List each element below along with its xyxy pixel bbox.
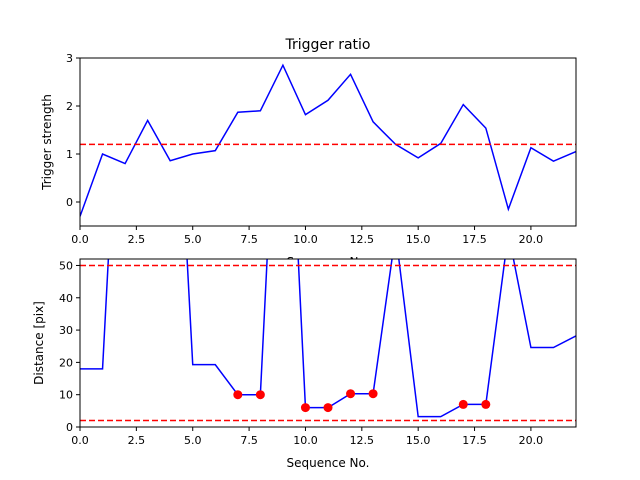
y-tick-label: 0 xyxy=(66,196,73,209)
x-tick-label: 5.0 xyxy=(184,233,202,246)
distance-chart: 0.0 2.5 5.0 7.5 10.0 12.5 15.0 17.5 20.0 0 10 20 30 4… xyxy=(32,258,577,470)
marker-point xyxy=(323,403,333,413)
x-tick-label: 17.5 xyxy=(462,434,487,447)
y-axis-label: Trigger strength xyxy=(40,94,54,191)
x-tick-label: 7.5 xyxy=(240,233,258,246)
x-tick-label: 10.0 xyxy=(293,233,318,246)
y-tick-label: 20 xyxy=(59,356,73,369)
y-axis-label: Distance [pix] xyxy=(32,301,46,385)
x-tick-label: 2.5 xyxy=(128,434,146,447)
x-tick-label: 7.5 xyxy=(240,434,258,447)
tick-group: 0.0 2.5 5.0 7.5 10.0 12.5 15.0 17.5 20.0 0 10 20 30 4… xyxy=(59,259,543,447)
y-tick-label: 40 xyxy=(59,292,73,305)
x-tick-label: 12.5 xyxy=(350,233,375,246)
trigger-ratio-chart: Trigger ratio 0.0 2.5 5.0 7.5 10.0 12.5 15.0 17… xyxy=(40,37,577,269)
plot-area xyxy=(80,259,576,422)
marker-point xyxy=(233,390,243,400)
x-tick-label: 17.5 xyxy=(462,233,487,246)
y-tick-label: 10 xyxy=(59,389,73,402)
marker-point xyxy=(300,403,310,413)
series-line-0 xyxy=(80,63,576,217)
x-tick-label: 20.0 xyxy=(519,233,544,246)
marker-point xyxy=(368,389,378,399)
marker-point xyxy=(458,399,468,409)
x-tick-label: 2.5 xyxy=(128,233,146,246)
marker-point xyxy=(481,399,491,409)
x-tick-label: 5.0 xyxy=(184,434,202,447)
x-tick-label: 0.0 xyxy=(71,233,89,246)
y-tick-label: 3 xyxy=(66,52,73,65)
x-tick-label: 10.0 xyxy=(293,434,318,447)
x-tick-label: 20.0 xyxy=(519,434,544,447)
y-tick-label: 0 xyxy=(66,421,73,434)
x-tick-label: 15.0 xyxy=(406,233,431,246)
axes-frame xyxy=(79,258,577,428)
y-tick-label: 50 xyxy=(59,259,73,272)
tick-group: 0.0 2.5 5.0 7.5 10.0 12.5 15.0 17.5 20.0 0 1 2 3 xyxy=(66,52,543,246)
marker-point xyxy=(255,390,265,400)
x-tick-label: 15.0 xyxy=(406,434,431,447)
marker-point xyxy=(346,389,356,399)
x-tick-label: 0.0 xyxy=(71,434,89,447)
x-axis-label: Sequence No. xyxy=(287,456,370,470)
plot-area xyxy=(80,63,576,217)
axes-frame xyxy=(79,57,577,227)
y-tick-label: 1 xyxy=(66,148,73,161)
y-tick-label: 30 xyxy=(59,324,73,337)
y-tick-label: 2 xyxy=(66,100,73,113)
chart-title: Trigger ratio xyxy=(284,37,370,53)
x-tick-label: 12.5 xyxy=(350,434,375,447)
